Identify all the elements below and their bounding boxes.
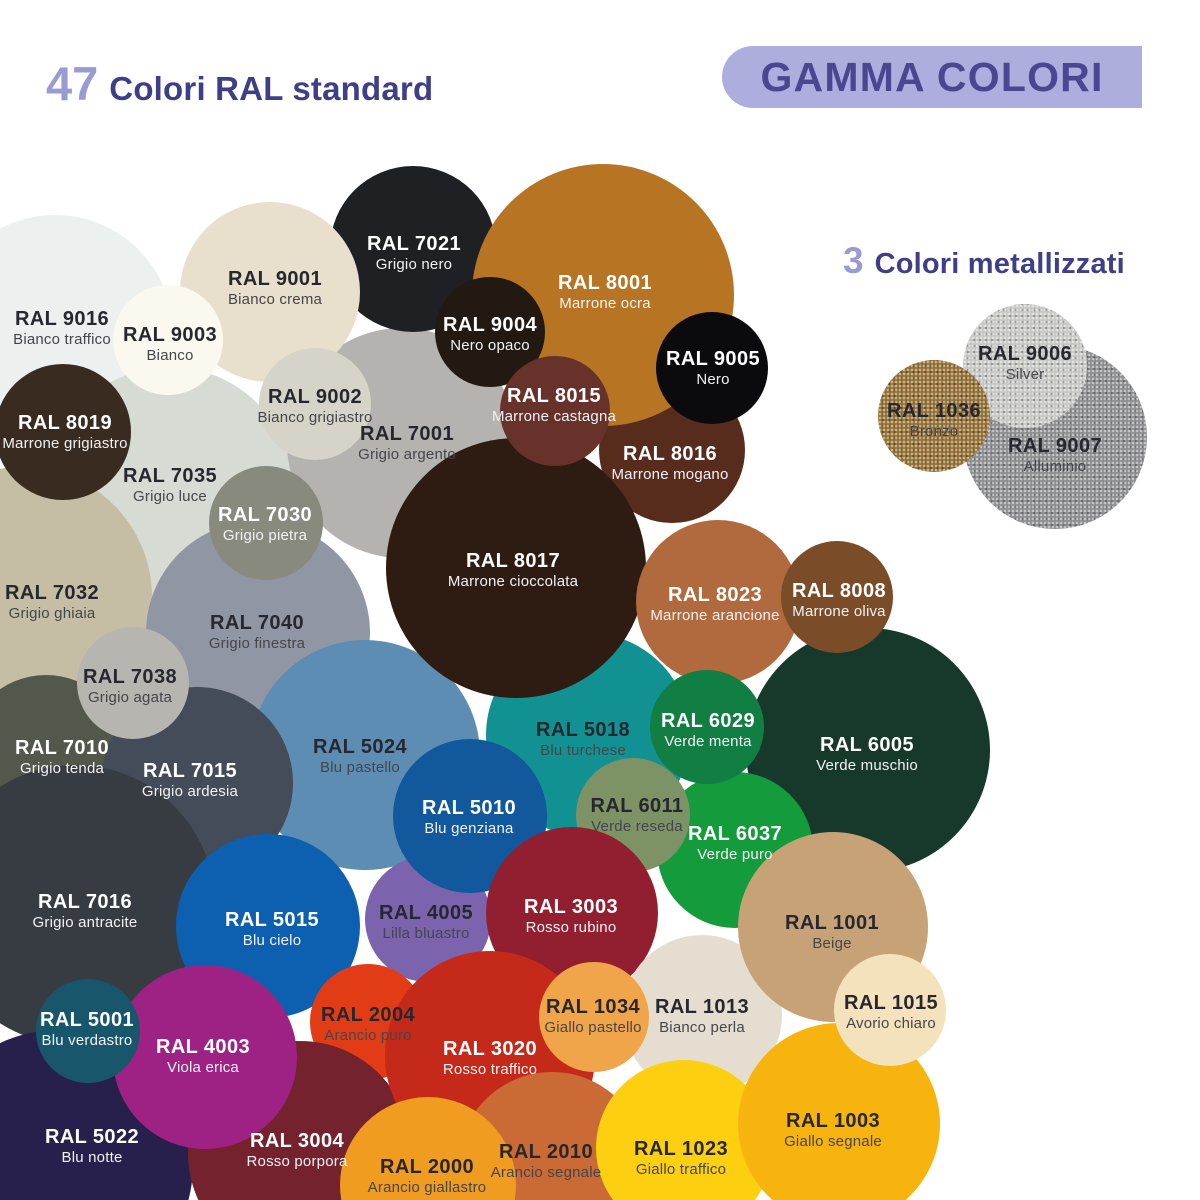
color-circle-ral-4003: [113, 965, 297, 1149]
color-circle-ral-8023: [636, 520, 800, 684]
standard-colors-heading: 47 Colori RAL standard: [46, 56, 433, 111]
color-circle-ral-8019: [0, 364, 131, 500]
color-circle-ral-8015: [500, 356, 610, 466]
color-circle-ral-8017: [386, 438, 646, 698]
color-circle-ral-8008: [781, 541, 893, 653]
metallic-colors-count: 3: [843, 240, 864, 281]
color-circle-ral-1036: [878, 360, 990, 472]
color-circle-ral-7038: [77, 627, 189, 739]
color-circle-ral-1034: [539, 962, 649, 1072]
gamma-colori-banner: GAMMA COLORI: [722, 46, 1142, 108]
color-circle-ral-5001: [36, 979, 140, 1083]
standard-colors-title: Colori RAL standard: [109, 70, 434, 107]
color-circle-ral-9003: [113, 285, 223, 395]
color-circle-ral-1015: [834, 954, 946, 1066]
banner-text: GAMMA COLORI: [760, 53, 1104, 100]
color-circle-ral-9005: [656, 312, 768, 424]
standard-colors-count: 47: [46, 57, 99, 110]
metallic-colors-title: Colori metallizzati: [874, 248, 1125, 280]
metallic-colors-heading: 3 Colori metallizzati: [843, 240, 1125, 282]
color-circle-ral-7030: [209, 466, 323, 580]
color-circle-ral-6029: [650, 670, 764, 784]
color-circle-ral-9002: [259, 348, 371, 460]
